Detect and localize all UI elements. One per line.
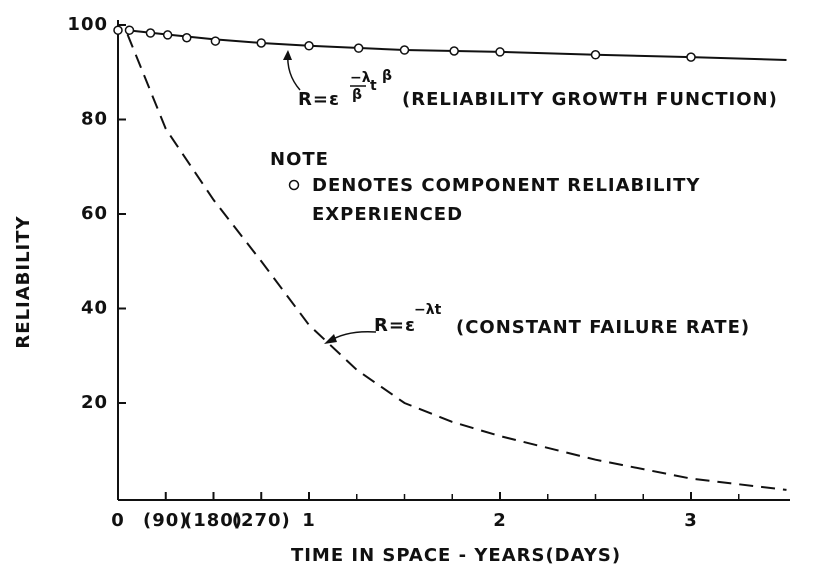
x-tick-label: 0 [111,510,125,531]
observed-point [145,28,156,38]
note-text: DENOTES COMPONENT RELIABILITY [312,175,700,196]
observed-point [495,47,505,57]
x-tick-label: (180) [184,510,243,531]
observed-point [353,43,364,53]
formula-base: R=ε [374,315,416,336]
formula-denominator: β [352,87,362,103]
observed-point [124,25,135,35]
y-tick-label: 100 [67,14,108,35]
note-text: EXPERIENCED [312,204,463,225]
arrow-head [283,50,292,60]
y-tick-label: 20 [81,392,108,413]
formula-label: (RELIABILITY GROWTH FUNCTION) [402,89,778,110]
x-tick-label: (270) [232,510,291,531]
observed-point [256,38,266,48]
observed-point [304,41,314,51]
x-tick-label: 2 [493,510,507,531]
formula-exponent: −λt [414,302,442,318]
formula-power: β [382,68,392,84]
y-axis-label: RELIABILITY [13,215,34,348]
observed-point [449,46,459,56]
formula-label: (CONSTANT FAILURE RATE) [456,317,750,338]
x-tick-label: 3 [684,510,698,531]
formula-t: t [370,78,377,94]
note-title: NOTE [270,149,329,170]
observed-point [113,25,123,35]
constant-line [126,34,787,491]
observed-point [686,52,696,62]
arrow-head [324,334,337,344]
x-tick-label: 1 [302,510,316,531]
observed-point [210,36,221,46]
observed-point [162,30,173,40]
y-tick-label: 80 [81,109,108,130]
x-axis-label: TIME IN SPACE - YEARS(DAYS) [291,545,621,566]
observed-point [182,33,192,43]
x-tick-label: (90) [143,510,189,531]
y-tick-label: 60 [81,203,108,224]
formula-numerator: −λ [350,70,371,86]
observed-point [399,45,410,55]
note-symbol [288,179,300,191]
observed-point [590,50,601,60]
formula-base: R=ε [298,89,340,110]
y-tick-label: 40 [81,298,108,319]
